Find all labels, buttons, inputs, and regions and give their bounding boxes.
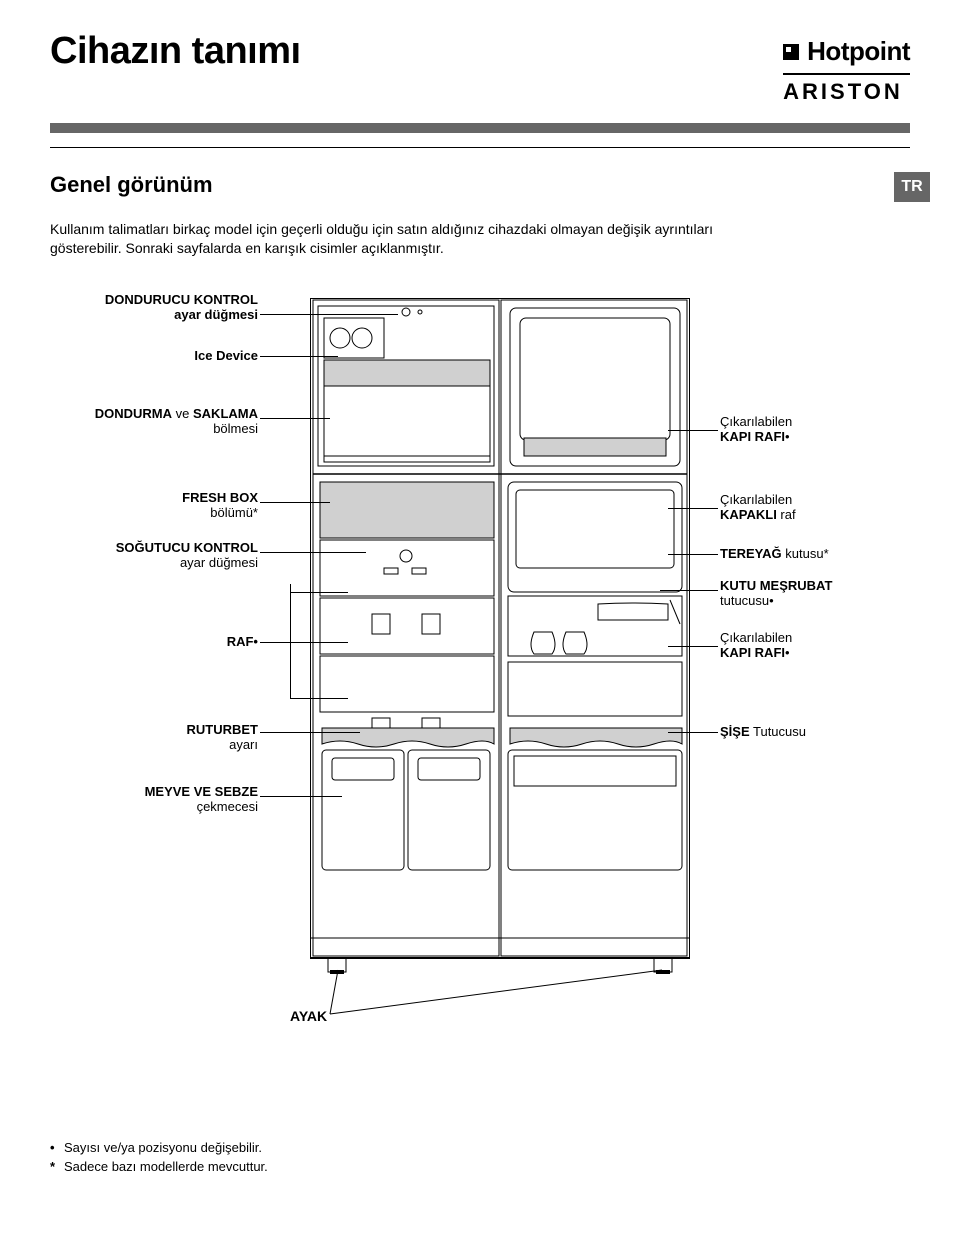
label-freeze-store-text: DONDURMA ve SAKLAMA bölmesi <box>95 406 258 437</box>
label-ice-device-text: Ice Device <box>194 348 258 363</box>
footnote-bullet-symbol: • <box>50 1138 64 1158</box>
appliance-diagram: DONDURUCU KONTROL ayar düğmesi Ice Devic… <box>50 298 910 1038</box>
label-freezer-control-text: DONDURUCU KONTROL ayar düğmesi <box>105 292 258 323</box>
label-veg-drawer: MEYVE VE SEBZEçekmecesi <box>64 784 258 815</box>
label-kapakli-raf-text: ÇıkarılabilenKAPAKLI raf <box>720 492 796 523</box>
lang-badge: TR <box>894 172 930 202</box>
thin-rule <box>50 147 910 148</box>
label-kapi-rafi-top-text: ÇıkarılabilenKAPI RAFI• <box>720 414 792 445</box>
brand-dot-icon <box>783 44 799 60</box>
label-raf-text: RAF• <box>227 634 258 649</box>
label-sise-text: ŞİŞE Tutucusu <box>720 724 806 739</box>
label-kutu-mesrubat: KUTU MEŞRUBATtutucusu• <box>720 578 890 609</box>
label-freeze-store: DONDURMA ve SAKLAMA bölmesi <box>88 406 258 437</box>
label-freezer-control: DONDURUCU KONTROL ayar düğmesi <box>88 292 258 323</box>
label-ruturbet-text: RUTURBETayarı <box>187 722 259 753</box>
brand-ariston: ARISTON <box>783 79 910 105</box>
thick-rule <box>50 123 910 133</box>
label-fridge-control: SOĞUTUCU KONTROLayar düğmesi <box>34 540 258 571</box>
subheading: Genel görünüm <box>50 172 213 198</box>
brand-hotpoint: Hotpoint <box>783 36 910 67</box>
label-fridge-control-text: SOĞUTUCU KONTROLayar düğmesi <box>116 540 258 571</box>
label-tereyag: TEREYAĞ kutusu* <box>720 546 890 562</box>
ayak-lines <box>310 958 690 1028</box>
brand-divider <box>783 73 910 75</box>
label-kapi-rafi-mid-text: ÇıkarılabilenKAPI RAFI• <box>720 630 792 661</box>
page-title: Cihazın tanımı <box>50 30 301 73</box>
label-kapi-rafi-mid: ÇıkarılabilenKAPI RAFI• <box>720 630 890 661</box>
fridge-illustration <box>310 298 690 978</box>
label-fresh-box: FRESH BOXbölümü* <box>88 490 258 521</box>
label-ruturbet: RUTURBETayarı <box>88 722 258 753</box>
footnotes: • Sayısı ve/ya pozisyonu değişebilir. * … <box>50 1138 910 1177</box>
brand-block: Hotpoint ARISTON <box>783 30 910 105</box>
footnote-bullet-text: Sayısı ve/ya pozisyonu değişebilir. <box>64 1138 262 1158</box>
label-sise: ŞİŞE Tutucusu <box>720 724 890 740</box>
brand-hotpoint-text: Hotpoint <box>807 36 910 67</box>
footnote-star-text: Sadece bazı modellerde mevcuttur. <box>64 1157 268 1177</box>
label-kapakli-raf: ÇıkarılabilenKAPAKLI raf <box>720 492 890 523</box>
footnote-star-symbol: * <box>50 1157 64 1177</box>
label-veg-drawer-text: MEYVE VE SEBZEçekmecesi <box>145 784 258 815</box>
label-kutu-mesrubat-text: KUTU MEŞRUBATtutucusu• <box>720 578 832 609</box>
label-kapi-rafi-top: ÇıkarılabilenKAPI RAFI• <box>720 414 890 445</box>
label-tereyag-text: TEREYAĞ kutusu* <box>720 546 829 561</box>
label-ice-device: Ice Device <box>88 348 258 364</box>
label-fresh-box-text: FRESH BOXbölümü* <box>182 490 258 521</box>
label-raf: RAF• <box>88 634 258 650</box>
intro-paragraph: Kullanım talimatları birkaç model için g… <box>50 220 770 258</box>
